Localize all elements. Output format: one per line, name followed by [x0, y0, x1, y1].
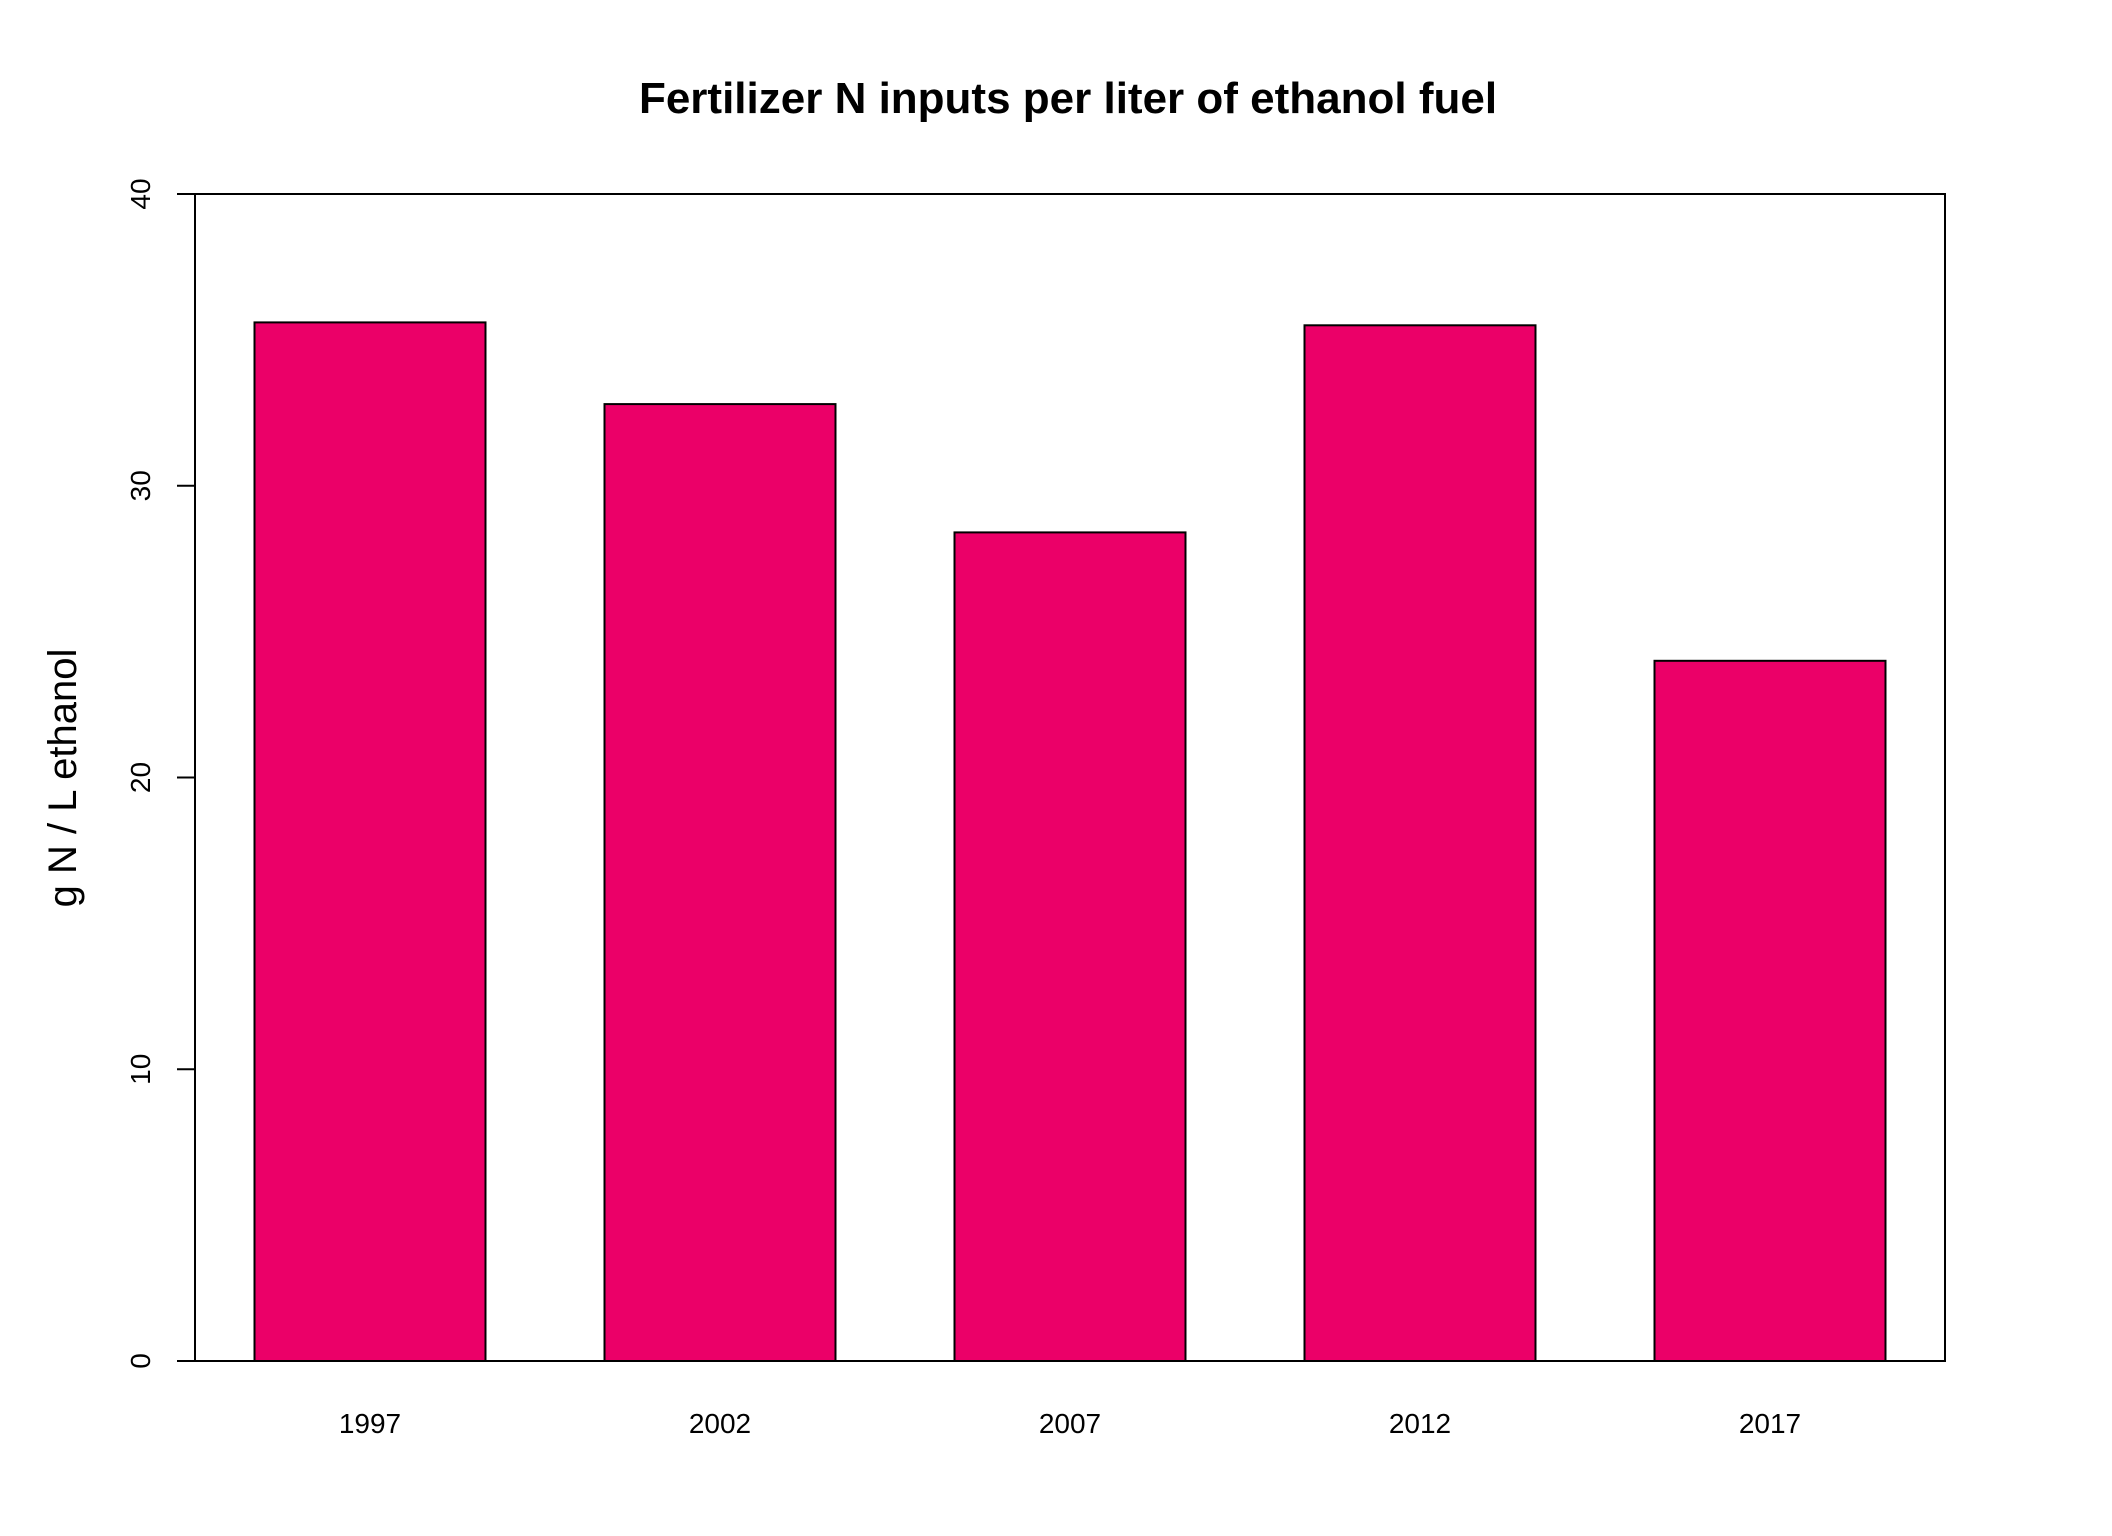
bar-2012: [1303, 324, 1537, 1362]
x-tick-label-2017: 2017: [1739, 1408, 1801, 1439]
chart-title: Fertilizer N inputs per liter of ethanol…: [639, 74, 1497, 123]
y-tick-label-30: 30: [125, 470, 156, 501]
y-tick-label-10: 10: [125, 1054, 156, 1085]
x-axis: 1997 2002 2007 2012 2017: [339, 1408, 1801, 1439]
y-tick-label-40: 40: [125, 178, 156, 209]
y-axis-label: g N / L ethanol: [41, 649, 85, 908]
x-tick-label-1997: 1997: [339, 1408, 401, 1439]
bars-group: [253, 321, 1887, 1363]
x-tick-label-2007: 2007: [1039, 1408, 1101, 1439]
bar-2002: [603, 403, 837, 1363]
bar-2017: [1653, 659, 1887, 1362]
y-axis: 0 10 20 30 40: [125, 178, 195, 1369]
bar-2007: [953, 531, 1187, 1362]
y-tick-label-20: 20: [125, 762, 156, 793]
x-tick-label-2002: 2002: [689, 1408, 751, 1439]
bar-1997: [253, 321, 487, 1362]
x-tick-label-2012: 2012: [1389, 1408, 1451, 1439]
y-tick-label-0: 0: [125, 1353, 156, 1369]
